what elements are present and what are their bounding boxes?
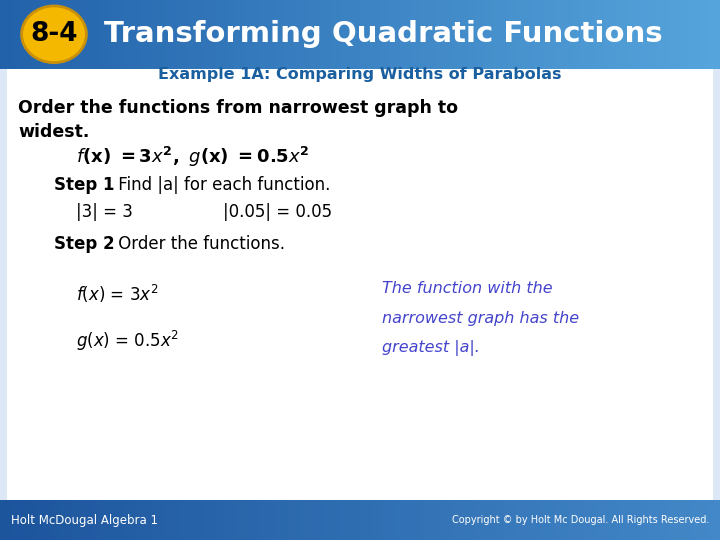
Text: The function with the: The function with the xyxy=(382,281,552,296)
Text: $\mathit{g}(\mathit{x})$ = 0.5$\mathit{x}^2$: $\mathit{g}(\mathit{x})$ = 0.5$\mathit{x… xyxy=(76,329,179,353)
Text: Order the functions.: Order the functions. xyxy=(113,235,285,253)
Text: Order the functions from narrowest graph to: Order the functions from narrowest graph… xyxy=(18,99,458,117)
Text: narrowest graph has the: narrowest graph has the xyxy=(382,311,579,326)
Text: greatest |a|.: greatest |a|. xyxy=(382,340,480,356)
Bar xyxy=(0,0,720,69)
Text: Step 1: Step 1 xyxy=(54,176,114,194)
Text: Step 2: Step 2 xyxy=(54,235,114,253)
Text: $\mathbf{\mathit{f}(x)}$ $\mathbf{= 3\mathit{x}^2,}$ $\mathbf{\mathit{g}(x)}$ $\: $\mathbf{\mathit{f}(x)}$ $\mathbf{= 3\ma… xyxy=(76,145,309,168)
Text: Find |a| for each function.: Find |a| for each function. xyxy=(113,176,330,194)
Text: widest.: widest. xyxy=(18,123,89,141)
Text: 8-4: 8-4 xyxy=(30,21,78,48)
Bar xyxy=(7,69,713,500)
Bar xyxy=(0,500,720,540)
Text: Transforming Quadratic Functions: Transforming Quadratic Functions xyxy=(104,21,663,48)
Ellipse shape xyxy=(22,6,86,63)
Text: Copyright © by Holt Mc Dougal. All Rights Reserved.: Copyright © by Holt Mc Dougal. All Right… xyxy=(452,515,709,525)
Text: |3| = 3: |3| = 3 xyxy=(76,203,132,221)
Text: $\mathit{f}(\mathit{x})$ = 3$\mathit{x}^2$: $\mathit{f}(\mathit{x})$ = 3$\mathit{x}^… xyxy=(76,284,158,305)
Text: Example 1A: Comparing Widths of Parabolas: Example 1A: Comparing Widths of Parabola… xyxy=(158,67,562,82)
Text: |0.05| = 0.05: |0.05| = 0.05 xyxy=(223,203,333,221)
Text: Holt McDougal Algebra 1: Holt McDougal Algebra 1 xyxy=(11,514,158,526)
